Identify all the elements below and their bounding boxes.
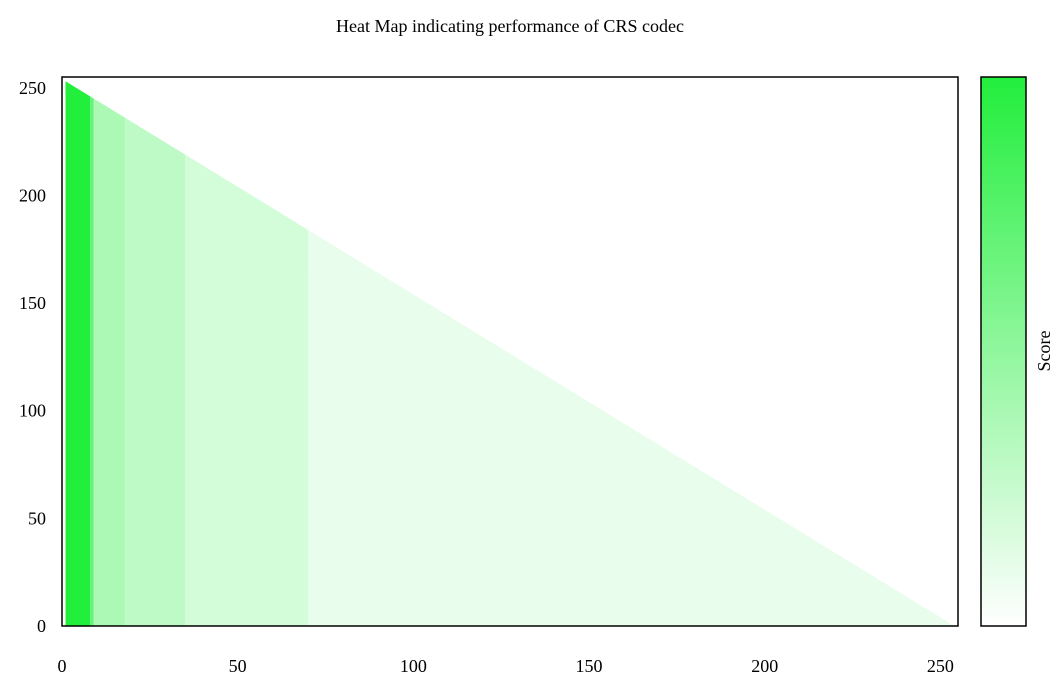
y-tick-label: 200 <box>19 185 46 205</box>
x-tick-label: 50 <box>229 656 247 676</box>
x-tick-label: 250 <box>927 656 954 676</box>
y-tick-label: 50 <box>28 508 46 528</box>
x-tick-label: 150 <box>576 656 603 676</box>
heatmap-band-0 <box>65 81 91 626</box>
x-tick-label: 200 <box>751 656 778 676</box>
chart-title: Heat Map indicating performance of CRS c… <box>336 16 684 36</box>
heatmap-band-1 <box>90 96 94 627</box>
y-tick-label: 0 <box>37 616 46 636</box>
colorbar <box>980 76 1027 627</box>
heatmap-band-3 <box>125 117 185 626</box>
x-axis: 0 50 100 150 200 250 <box>58 656 954 676</box>
y-tick-label: 100 <box>19 401 46 421</box>
heatmap-cells <box>65 81 955 627</box>
y-tick-label: 150 <box>19 293 46 313</box>
y-axis: 0 50 100 150 200 250 <box>19 78 46 636</box>
x-tick-label: 100 <box>400 656 427 676</box>
x-tick-label: 0 <box>58 656 67 676</box>
plot-frame <box>61 76 959 627</box>
heatmap-band-2 <box>93 98 126 626</box>
colorbar-label: Score <box>1034 330 1054 371</box>
y-tick-label: 250 <box>19 78 46 98</box>
heatmap-band-5 <box>307 229 955 626</box>
heatmap-band-4 <box>184 154 308 626</box>
